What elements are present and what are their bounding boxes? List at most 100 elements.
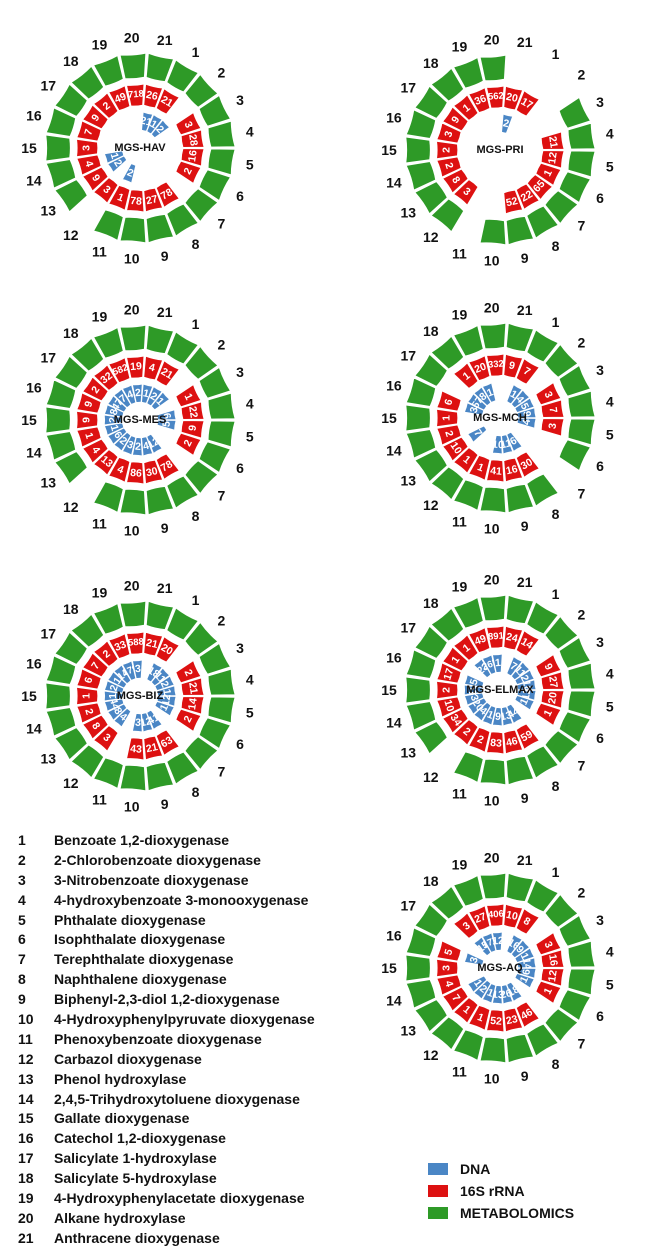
segment-value-label: 5: [468, 677, 481, 686]
ring-segment: [436, 696, 462, 718]
ring-segment: [146, 433, 163, 454]
segment-value-label: 59: [519, 728, 535, 744]
ring-segment: [453, 719, 479, 746]
category-number-label: 13: [41, 203, 57, 219]
ring-segment: [414, 85, 448, 119]
ring-segment: [207, 668, 236, 696]
category-number-label: 5: [246, 705, 254, 721]
ring-segment: [184, 188, 219, 223]
ring-segment: [76, 138, 99, 158]
ring-segment: [76, 120, 102, 142]
enzyme-item: 5 Phthalate dioxygenase: [18, 910, 368, 930]
ring-segment: [479, 218, 507, 246]
segment-value-label: 2: [502, 117, 511, 130]
segment-value-label: 20: [505, 91, 519, 105]
ring-segment: [103, 404, 125, 418]
segment-value-label: 3: [182, 120, 195, 131]
segment-value-label: 23: [505, 1013, 519, 1027]
ring-segment: [481, 932, 497, 953]
ring-segment: [45, 379, 77, 409]
segment-value-label: 4: [89, 444, 102, 456]
enzyme-number: 2: [18, 851, 26, 868]
category-number-label: 19: [452, 579, 468, 595]
enzyme-number: 4: [18, 891, 26, 908]
enzyme-name: 4-Hydroxyphenylpyruvate dioxygenase: [54, 1010, 315, 1027]
ring-segment: [145, 52, 175, 82]
ring-segment: [505, 872, 535, 902]
enzyme-number: 13: [18, 1070, 34, 1087]
category-number-label: 16: [386, 109, 402, 125]
segment-value-label: 1: [108, 151, 121, 160]
category-number-label: 10: [484, 1071, 500, 1087]
ring-segment: [535, 702, 562, 726]
ring-segment: [54, 83, 88, 117]
segment-value-label: 9: [520, 410, 533, 418]
enzyme-number: 5: [18, 911, 26, 928]
ring-segment: [486, 625, 505, 649]
segment-value-label: 78: [159, 458, 175, 474]
segment-value-label: 16: [186, 149, 200, 163]
category-number-label: 19: [92, 585, 108, 601]
ring-segment: [453, 325, 484, 357]
segment-value-label: 1: [485, 986, 495, 999]
segment-value-label: 20: [159, 642, 175, 658]
enzyme-name: Phenoxybenzoate dioxygenase: [54, 1030, 262, 1047]
category-number-label: 5: [246, 157, 254, 173]
segment-value-label: 3: [542, 390, 555, 401]
ring-segment: [430, 198, 465, 233]
ring-segment: [491, 435, 503, 455]
ring-segment: [119, 764, 147, 792]
ring-segment: [143, 735, 164, 761]
ring-segment: [467, 393, 488, 411]
category-number-label: 7: [577, 1036, 585, 1052]
ring-segment: [131, 383, 143, 403]
chart-title: MGS-MES: [114, 414, 167, 426]
segment-value-label: 9: [449, 114, 462, 126]
ring-segment: [184, 621, 219, 656]
category-number-label: 3: [236, 92, 244, 108]
ring-segment: [45, 134, 71, 162]
category-number-label: 8: [552, 778, 560, 794]
segment-value-label: 5: [442, 948, 455, 957]
segment-value-label: 41: [490, 465, 503, 478]
ring-segment: [107, 703, 128, 721]
legend-label: METABOLOMICS: [460, 1205, 575, 1221]
segment-value-label: 49: [113, 90, 128, 105]
ring-segment: [481, 654, 497, 675]
ring-segment: [156, 695, 177, 707]
ring-segment: [540, 968, 565, 987]
ring-segment: [76, 154, 102, 176]
ring-segment: [108, 633, 131, 659]
ring-segment: [54, 179, 88, 213]
ring-segment: [506, 934, 523, 955]
ring-segment: [145, 762, 175, 792]
category-number-label: 2: [217, 65, 225, 81]
category-number-label: 4: [606, 125, 614, 141]
category-number-label: 15: [21, 412, 37, 428]
ring-segment: [119, 52, 147, 80]
enzyme-number: 17: [18, 1150, 34, 1167]
ring-segment: [156, 409, 177, 421]
enzyme-number: 11: [18, 1030, 33, 1047]
ring-segment: [131, 437, 143, 457]
category-number-label: 6: [236, 460, 244, 476]
category-number-label: 11: [92, 791, 107, 807]
segment-value-label: 3: [468, 955, 481, 964]
ring-segment: [491, 707, 503, 727]
ring-segment: [558, 636, 592, 669]
category-number-label: 21: [157, 304, 173, 320]
ring-segment: [463, 692, 485, 706]
chart-title: MGS-AQ: [477, 962, 523, 974]
segment-value-label: 21: [145, 637, 159, 651]
segment-value-label: 16: [520, 679, 534, 693]
ring-segment: [141, 111, 154, 132]
ring-segment: [486, 353, 505, 377]
ring-segment: [145, 600, 175, 630]
ring-segment: [505, 484, 535, 514]
ring-segment: [514, 695, 535, 711]
category-number-label: 10: [124, 251, 140, 267]
ring-segment: [107, 155, 128, 173]
enzyme-item: 3 3-Nitrobenzoate dioxygenase: [18, 870, 368, 890]
ring-segment: [453, 997, 479, 1024]
